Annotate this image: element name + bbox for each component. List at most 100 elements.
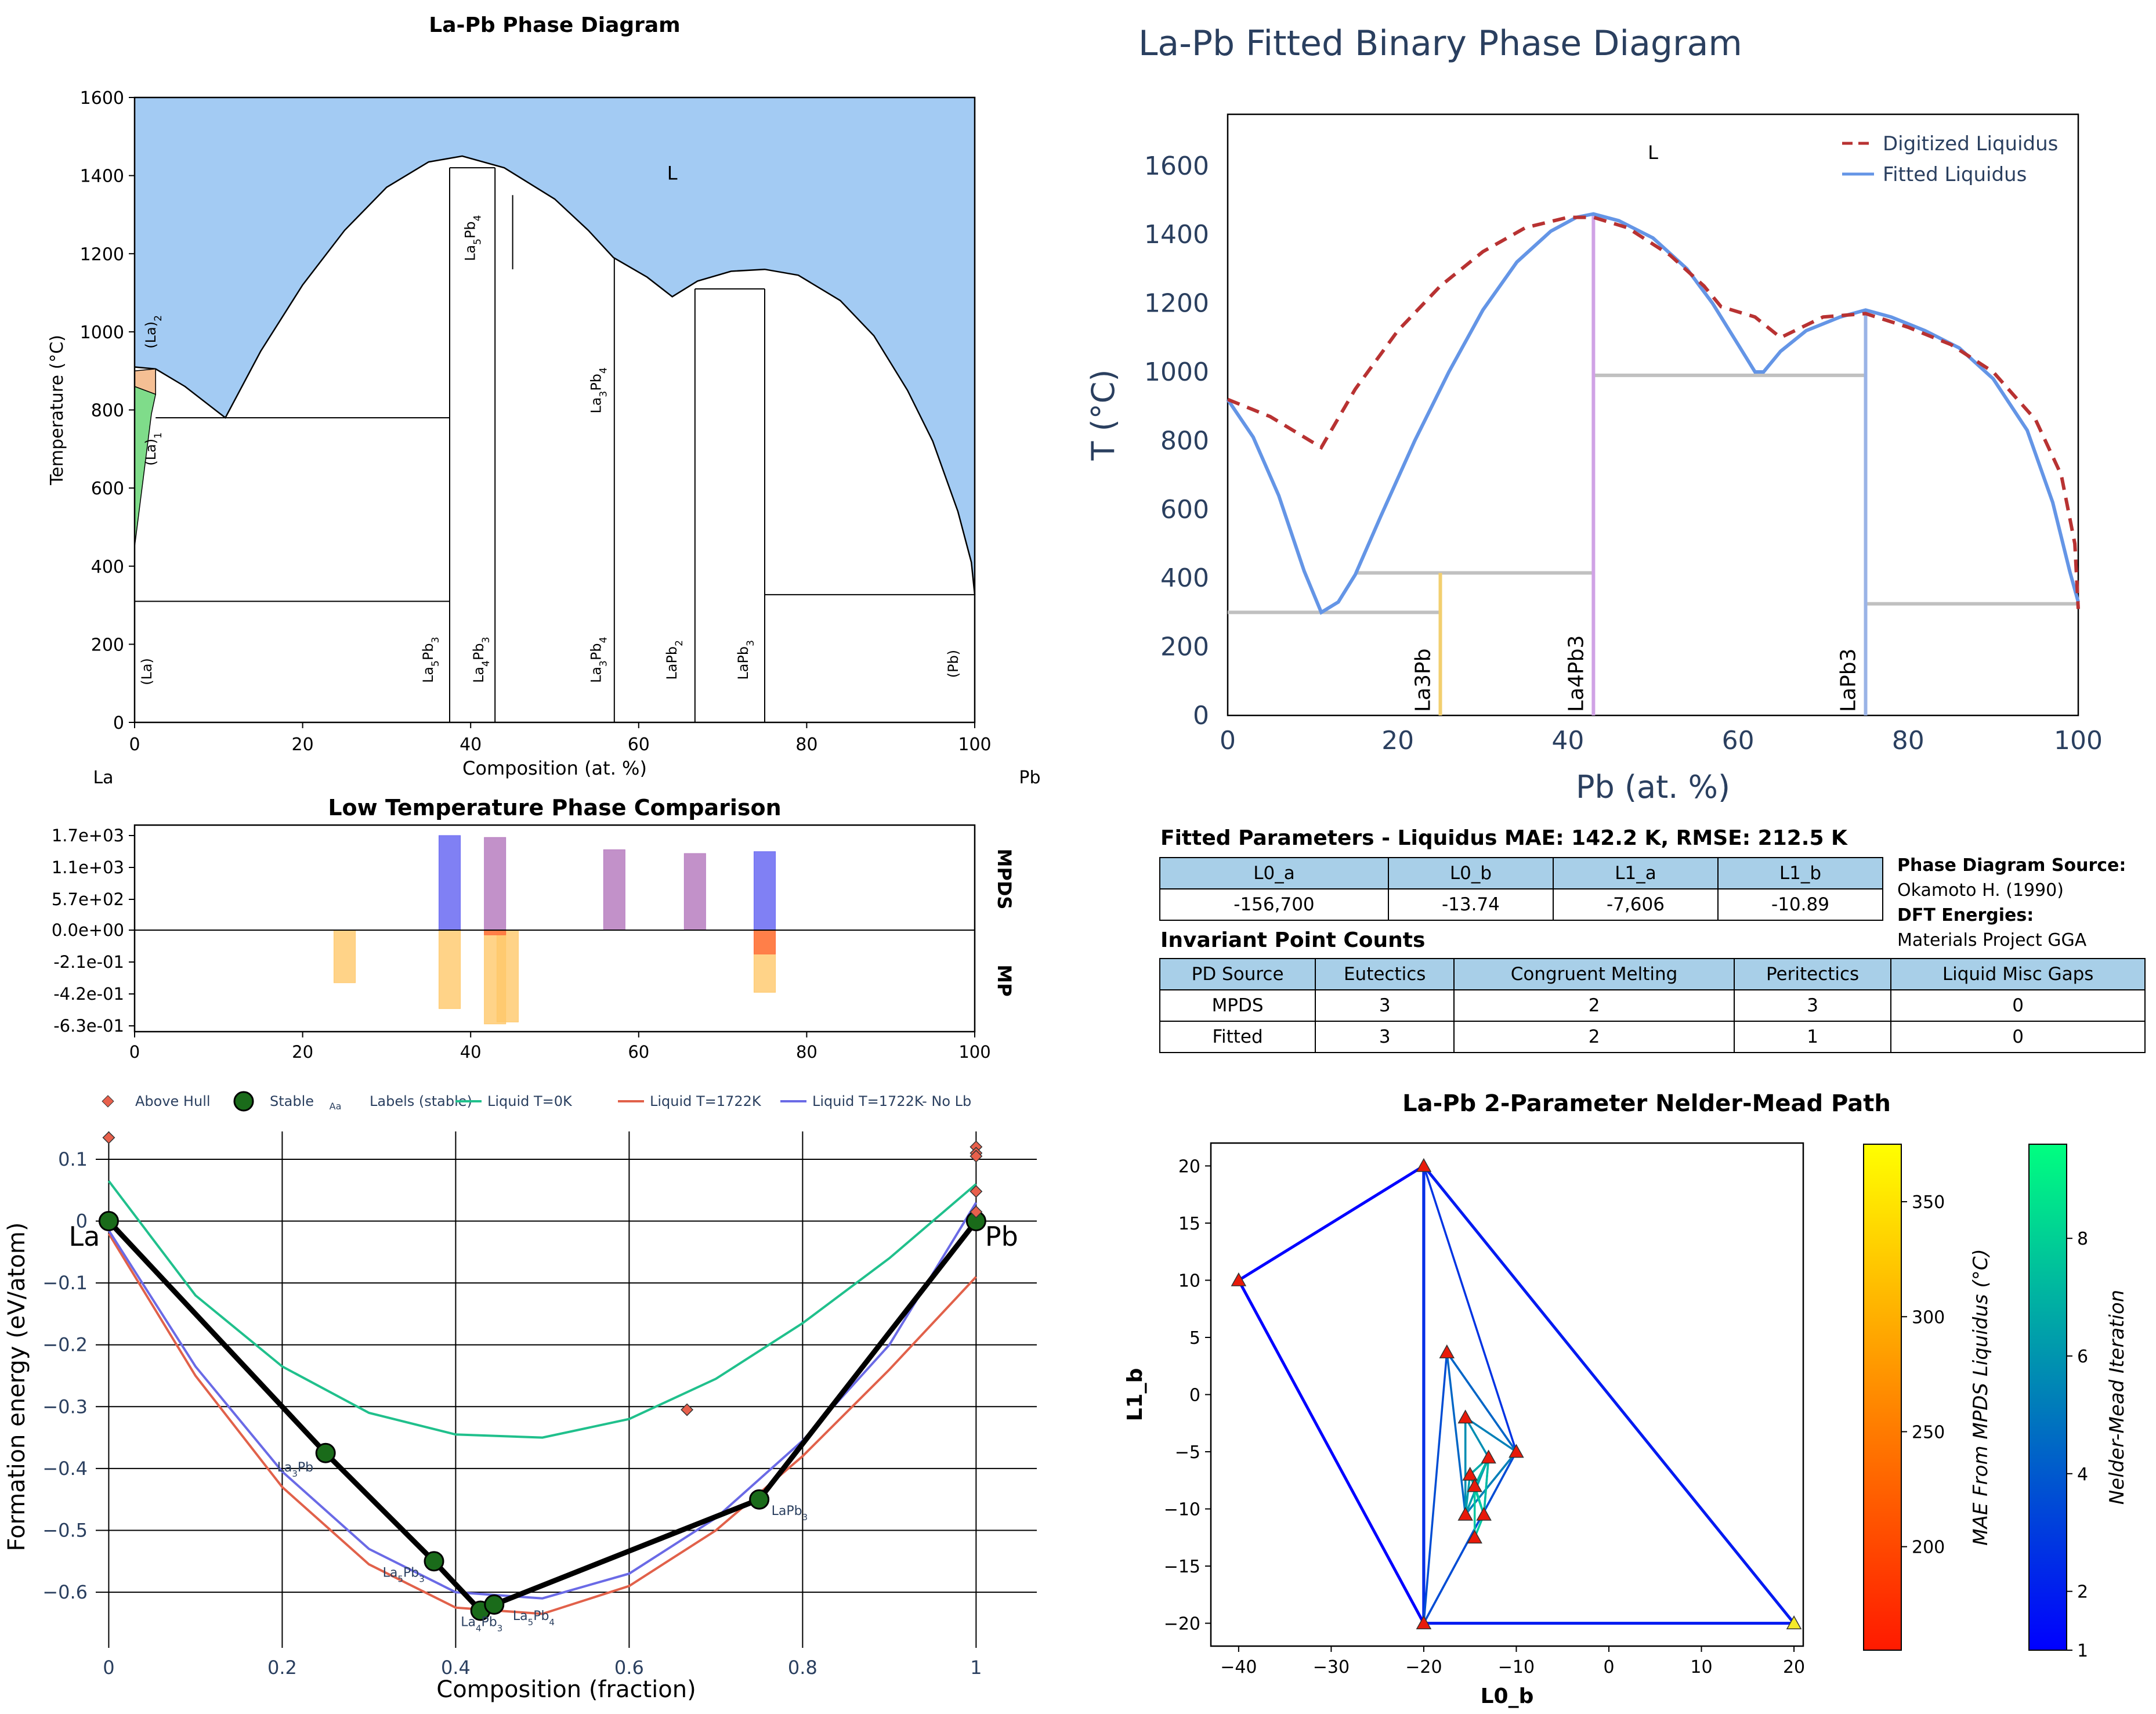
liquid-curve	[107, 1232, 977, 1615]
x-tick-label: 80	[1892, 726, 1925, 755]
y-tick-label: 200	[1160, 632, 1209, 662]
y-tick-label: -4.2e-01	[53, 984, 124, 1004]
invariant-cell: 1	[1733, 1021, 1892, 1053]
y-tick-label: −20	[1164, 1614, 1200, 1635]
legend-label: Aa	[330, 1101, 342, 1112]
simplex-vertex	[1457, 1506, 1473, 1521]
invariant-counts-table: PD Source Eutectics Congruent Melting Pe…	[1159, 958, 2146, 1053]
y-tick-label: 1000	[1144, 357, 1209, 387]
stable-point	[98, 1211, 119, 1232]
low-temp-comparison-panel: Low Temperature Phase Comparison 1.7e+03 1…	[52, 795, 1015, 1062]
mp-bar	[484, 930, 507, 935]
invariant-counts-title: Invariant Point Counts	[1160, 928, 1426, 952]
region-label: L	[667, 162, 678, 184]
left-element-label: La	[93, 768, 113, 788]
phase-label: La3Pb4	[588, 367, 610, 413]
liquid-region	[135, 97, 975, 595]
colorbar-tick-label: 200	[1912, 1538, 1945, 1558]
x-tick-label: 0.2	[267, 1657, 297, 1679]
compound-label: La3Pb	[1412, 648, 1435, 712]
invariant-cell: 3	[1315, 1021, 1455, 1053]
simplex-vertex	[1467, 1529, 1482, 1544]
colorbar-tick-label: 2	[2077, 1582, 2088, 1603]
liquid-curve	[107, 1180, 977, 1439]
legend-label: Digitized Liquidus	[1883, 132, 2058, 156]
mp-bar	[754, 930, 776, 954]
colorbar-tick-label: 250	[1912, 1422, 1945, 1442]
x-tick-label: −10	[1498, 1657, 1535, 1677]
simplex-vertex	[1439, 1344, 1455, 1358]
compound-label: LaPb3	[1837, 648, 1861, 712]
above-hull-point	[970, 1205, 983, 1218]
stable-point	[315, 1442, 336, 1463]
stable-phase-label: La3Pb	[277, 1460, 314, 1479]
simplex-triangle	[1473, 1485, 1485, 1538]
phase-label: LaPb3	[735, 640, 757, 680]
liquid-curve	[107, 1202, 978, 1600]
y-tick-label: 10	[1178, 1271, 1200, 1291]
x-tick-label: 0	[1603, 1657, 1614, 1677]
y-tick-label: 600	[91, 479, 124, 499]
y-axis-label: L1_b	[1123, 1368, 1147, 1422]
above-hull-point	[681, 1403, 694, 1416]
param-value: -7,606	[1552, 888, 1719, 921]
x-tick-label: 10	[1690, 1657, 1712, 1677]
y-tick-label: 1.1e+03	[52, 858, 124, 877]
y-tick-label: 800	[91, 401, 124, 421]
phase-label: (La)	[139, 658, 155, 685]
invariant-cell: Fitted	[1159, 1021, 1316, 1053]
y-tick-label: −0.3	[42, 1395, 88, 1418]
x-tick-label: 1	[970, 1657, 982, 1679]
simplex-vertex	[1416, 1158, 1432, 1172]
stable-point	[424, 1551, 444, 1572]
pd-source-label: Phase Diagram Source:	[1897, 855, 2126, 876]
y-tick-label: −0.5	[42, 1519, 88, 1541]
y-tick-label: 600	[1160, 495, 1209, 525]
chart-title: La-Pb 2-Parameter Nelder-Mead Path	[1402, 1090, 1891, 1117]
y-axis-label: T (°C)	[1085, 370, 1122, 461]
mpds-bar	[439, 835, 461, 931]
table-row: Fitted 3 2 1 0	[1159, 1021, 2146, 1053]
right-element-label: Pb	[1019, 768, 1040, 788]
y-tick-label: −15	[1164, 1557, 1200, 1577]
simplex-vertex	[1416, 1615, 1432, 1629]
digitized-liquidus-line	[1227, 215, 2080, 609]
x-tick-label: 20	[292, 1042, 313, 1062]
mpds-bar	[683, 853, 706, 931]
x-tick-label: 100	[958, 735, 991, 755]
end-label-la: La	[69, 1221, 100, 1252]
nelder-mead-panel: La-Pb 2-Parameter Nelder-Mead Path −40 −30…	[1123, 1090, 2129, 1708]
mp-bar	[496, 930, 519, 1022]
above-hull-point	[970, 1185, 983, 1198]
y-tick-label: 1200	[80, 244, 124, 265]
colorbar-tick-label: 6	[2077, 1347, 2088, 1367]
invariant-cell: 2	[1453, 1021, 1735, 1053]
stable-phase-label: LaPb3	[772, 1504, 808, 1523]
legend-label: Labels (stable)	[370, 1093, 472, 1109]
param-header: L0_a	[1159, 857, 1389, 889]
simplex-vertex	[1786, 1615, 1802, 1629]
simplex-vertex	[1462, 1466, 1478, 1481]
stable-phase-label: La5Pb4	[513, 1609, 555, 1628]
dft-value: Materials Project GGA	[1897, 930, 2087, 950]
liquidus-line	[134, 155, 976, 595]
plot-frame	[133, 824, 976, 1033]
mpds-bar	[603, 849, 625, 931]
y-tick-label: 0	[1193, 701, 1209, 731]
plot-frame	[1210, 1142, 1804, 1647]
above-hull-point	[102, 1131, 115, 1144]
mp-bar	[334, 930, 356, 983]
legend-label: Liquid T=1722K	[650, 1093, 762, 1109]
y-tick-label: 1200	[1144, 289, 1209, 319]
invariant-cell: 0	[1890, 1021, 2146, 1053]
x-tick-label: 60	[628, 1042, 649, 1062]
fitted-params-title: Fitted Parameters - Liquidus MAE: 142.2 …	[1160, 826, 1847, 850]
x-tick-label: 20	[1783, 1657, 1805, 1677]
table-row: MPDS 3 2 3 0	[1159, 989, 2146, 1022]
convex-hull-panel: La3Pb La5Pb3 La4Pb3 La5Pb4 LaPb3 La Pb 0 0.2 0.4 0…	[3, 1091, 1037, 1703]
legend-label: Above Hull	[135, 1093, 211, 1109]
invariant-cell: 0	[1890, 989, 2146, 1022]
param-header: L0_b	[1387, 857, 1554, 889]
iteration-colorbar-label: Nelder-Mead Iteration	[2106, 1290, 2129, 1505]
